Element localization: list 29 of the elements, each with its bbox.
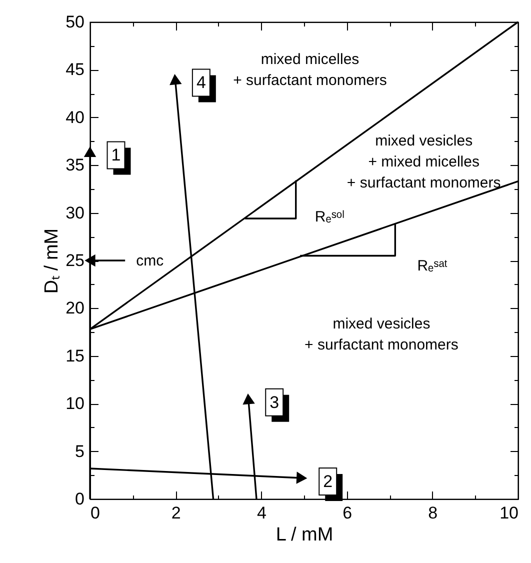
- y-tick-label: 15: [66, 346, 84, 366]
- y-tick-label: 5: [75, 442, 84, 461]
- x-tick-label: 4: [256, 504, 266, 522]
- x-tick-label: 8: [428, 504, 438, 522]
- y-tick-label: 45: [66, 60, 84, 80]
- y-tick-label: 30: [66, 203, 84, 222]
- legend-label: 1: [111, 146, 121, 165]
- y-axis-title: Dₜ / mM: [42, 228, 63, 294]
- y-tick-label: 40: [66, 108, 84, 127]
- annotation: mixed vesicles + surfactant monomers: [304, 315, 458, 354]
- annotation: Rₑˢᵒˡ: [314, 208, 344, 226]
- annotation: mixed micelles + surfactant monomers: [233, 51, 387, 90]
- y-tick-label: 0: [75, 490, 84, 508]
- annotation: Rₑˢᵃᵗ: [417, 257, 448, 274]
- y-tick-label: 10: [66, 394, 84, 414]
- x-tick-label: 2: [171, 504, 181, 522]
- x-tick-label: 0: [90, 504, 100, 522]
- series-label: 3: [270, 392, 280, 412]
- x-tick-label: 10: [500, 504, 518, 522]
- series-label: 4: [196, 73, 206, 92]
- series-label: 2: [323, 472, 333, 492]
- annotation: mixed vesicles + mixed micelles + surfactant monomers: [346, 132, 501, 192]
- y-tick-label: 35: [66, 156, 84, 175]
- y-tick-label: 50: [66, 12, 84, 32]
- y-tick-label: 25: [66, 251, 84, 270]
- x-axis-title: L / mM: [276, 524, 334, 546]
- annotation: cmc: [136, 252, 164, 270]
- x-tick-label: 6: [342, 504, 352, 522]
- y-tick-label: 20: [66, 298, 84, 318]
